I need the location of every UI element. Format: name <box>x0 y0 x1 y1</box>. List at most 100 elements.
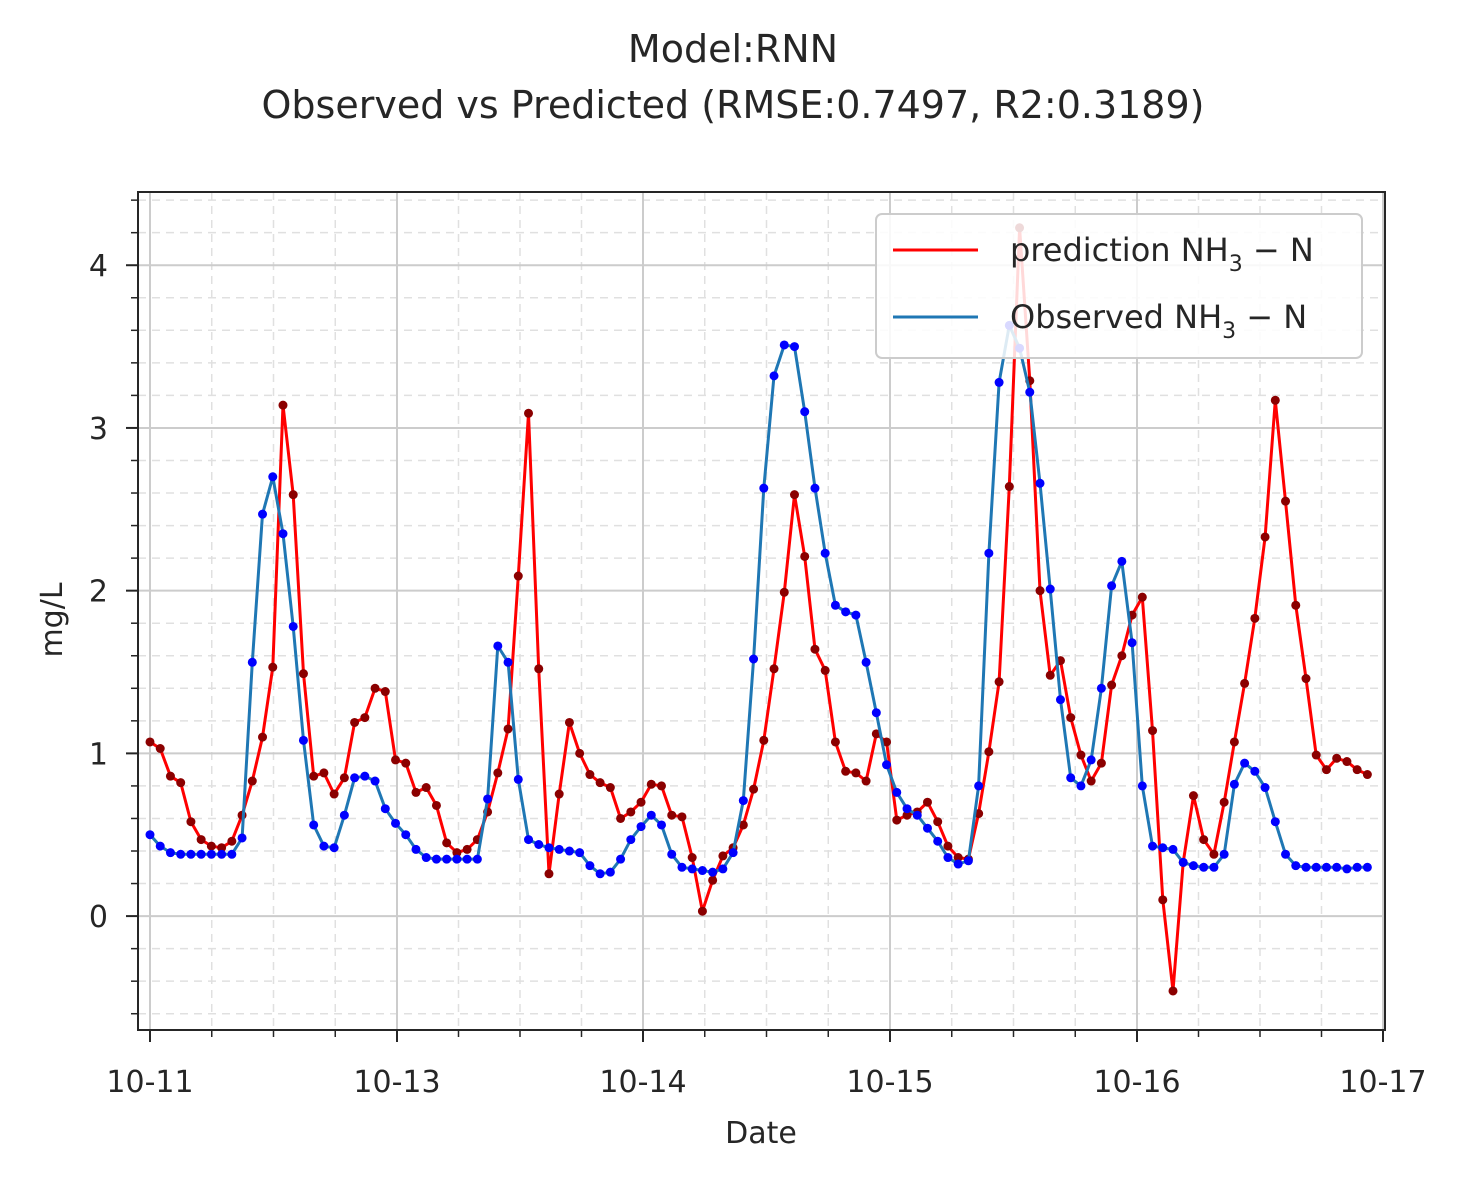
data-point-1 <box>933 836 943 846</box>
data-point-0 <box>667 810 677 820</box>
data-point-0 <box>217 843 227 853</box>
data-point-1 <box>380 804 390 814</box>
data-point-0 <box>1004 482 1014 492</box>
y-tick-label: 4 <box>89 249 108 284</box>
data-point-0 <box>738 820 748 830</box>
data-point-1 <box>309 820 319 830</box>
data-point-0 <box>370 683 380 693</box>
data-point-1 <box>176 849 186 859</box>
data-point-0 <box>984 747 994 757</box>
plot-frame <box>137 191 1386 1031</box>
data-point-1 <box>1025 387 1035 397</box>
data-point-0 <box>288 490 298 500</box>
data-point-1 <box>605 867 615 877</box>
data-point-1 <box>1301 862 1311 872</box>
data-point-0 <box>820 665 830 675</box>
chart-title: Model:RNN <box>628 27 838 71</box>
data-point-1 <box>186 849 196 859</box>
data-point-1 <box>544 843 554 853</box>
data-point-1 <box>503 657 513 667</box>
data-point-1 <box>319 841 329 851</box>
x-tick-label: 10-11 <box>106 1065 193 1100</box>
data-point-1 <box>1148 841 1158 851</box>
data-point-0 <box>646 779 656 789</box>
data-point-0 <box>176 778 186 788</box>
data-point-1 <box>1035 478 1045 488</box>
data-point-0 <box>1321 765 1331 775</box>
data-point-0 <box>227 836 237 846</box>
data-point-1 <box>370 776 380 786</box>
data-point-1 <box>841 607 851 617</box>
data-point-1 <box>892 787 902 797</box>
data-point-0 <box>851 768 861 778</box>
data-point-1 <box>268 472 278 482</box>
y-tick-label: 1 <box>89 737 108 772</box>
data-point-0 <box>503 724 513 734</box>
data-point-1 <box>288 621 298 631</box>
data-point-1 <box>1240 758 1250 768</box>
data-point-1 <box>943 853 953 863</box>
data-point-0 <box>360 713 370 723</box>
data-point-1 <box>769 371 779 381</box>
data-point-1 <box>912 810 922 820</box>
data-point-1 <box>616 854 626 864</box>
data-point-1 <box>1291 861 1301 871</box>
data-point-1 <box>1260 783 1270 793</box>
data-point-1 <box>1045 584 1055 594</box>
data-point-1 <box>830 600 840 610</box>
data-point-0 <box>391 755 401 765</box>
x-tick-label: 10-16 <box>1093 1065 1180 1100</box>
data-point-0 <box>554 789 564 799</box>
data-point-0 <box>401 758 411 768</box>
data-point-0 <box>1311 750 1321 760</box>
data-point-0 <box>268 662 278 672</box>
data-point-0 <box>789 490 799 500</box>
data-point-0 <box>595 778 605 788</box>
data-point-1 <box>963 856 973 866</box>
data-point-0 <box>196 835 206 845</box>
data-point-1 <box>789 342 799 352</box>
data-point-1 <box>1209 862 1219 872</box>
data-point-0 <box>411 787 421 797</box>
data-point-1 <box>1107 581 1117 591</box>
data-point-1 <box>1188 861 1198 871</box>
legend-label-prediction: prediction NH3 − N <box>1010 231 1314 277</box>
data-point-1 <box>871 708 881 718</box>
data-point-0 <box>882 737 892 747</box>
data-point-1 <box>626 835 636 845</box>
data-point-1 <box>759 483 769 493</box>
data-point-0 <box>421 783 431 793</box>
data-point-1 <box>636 822 646 832</box>
data-point-0 <box>513 571 523 581</box>
data-point-0 <box>1219 797 1229 807</box>
data-point-0 <box>452 848 462 858</box>
data-point-1 <box>401 830 411 840</box>
data-point-0 <box>922 797 932 807</box>
data-point-1 <box>1168 844 1178 854</box>
data-point-0 <box>258 732 268 742</box>
data-point-1 <box>554 844 564 854</box>
data-point-0 <box>779 587 789 597</box>
data-point-0 <box>657 781 666 791</box>
data-point-0 <box>1199 835 1209 845</box>
ticks-layer: 10-11 10-13 10-14 10-15 10-16 10-17 0 1 2 3 4 <box>89 199 1427 1100</box>
data-point-1 <box>1199 862 1209 872</box>
data-point-1 <box>697 866 707 876</box>
data-point-0 <box>329 789 339 799</box>
x-tick-label: 10-17 <box>1339 1065 1426 1100</box>
data-point-1 <box>165 848 175 858</box>
series-line-0 <box>149 226 1369 993</box>
data-point-0 <box>247 776 257 786</box>
data-point-0 <box>902 810 912 820</box>
data-point-0 <box>1107 680 1117 690</box>
data-point-0 <box>1352 765 1362 775</box>
data-point-1 <box>472 854 482 864</box>
data-point-0 <box>1045 670 1055 680</box>
data-point-0 <box>1229 737 1239 747</box>
data-point-1 <box>1055 695 1065 705</box>
data-point-0 <box>892 815 902 825</box>
data-point-0 <box>605 783 615 793</box>
data-point-1 <box>1137 781 1147 791</box>
data-point-1 <box>513 774 523 784</box>
data-point-1 <box>442 854 452 864</box>
